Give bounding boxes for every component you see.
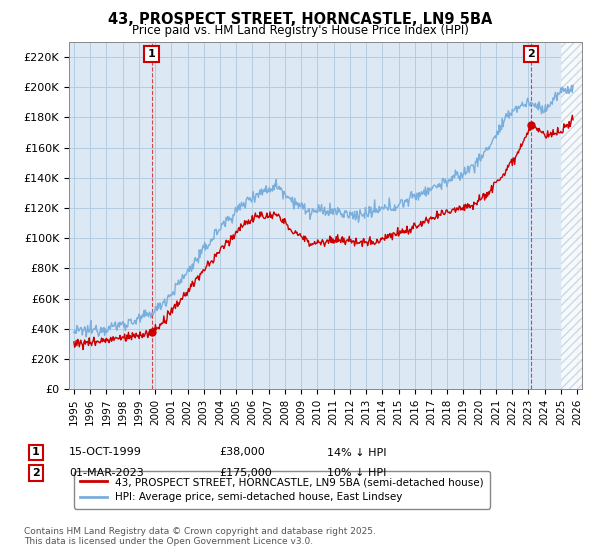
Text: £38,000: £38,000 <box>219 447 265 458</box>
Bar <box>561 42 582 389</box>
Text: Contains HM Land Registry data © Crown copyright and database right 2025.
This d: Contains HM Land Registry data © Crown c… <box>24 526 376 546</box>
Text: 15-OCT-1999: 15-OCT-1999 <box>69 447 142 458</box>
Text: 1: 1 <box>32 447 40 458</box>
Text: 2: 2 <box>32 468 40 478</box>
Bar <box>561 42 582 389</box>
Text: 1: 1 <box>148 49 155 59</box>
Text: Price paid vs. HM Land Registry's House Price Index (HPI): Price paid vs. HM Land Registry's House … <box>131 24 469 37</box>
Text: £175,000: £175,000 <box>219 468 272 478</box>
Text: 2: 2 <box>527 49 535 59</box>
Legend: 43, PROSPECT STREET, HORNCASTLE, LN9 5BA (semi-detached house), HPI: Average pri: 43, PROSPECT STREET, HORNCASTLE, LN9 5BA… <box>74 471 490 508</box>
Text: 10% ↓ HPI: 10% ↓ HPI <box>327 468 386 478</box>
Text: 14% ↓ HPI: 14% ↓ HPI <box>327 447 386 458</box>
Text: 43, PROSPECT STREET, HORNCASTLE, LN9 5BA: 43, PROSPECT STREET, HORNCASTLE, LN9 5BA <box>108 12 492 27</box>
Text: 01-MAR-2023: 01-MAR-2023 <box>69 468 144 478</box>
